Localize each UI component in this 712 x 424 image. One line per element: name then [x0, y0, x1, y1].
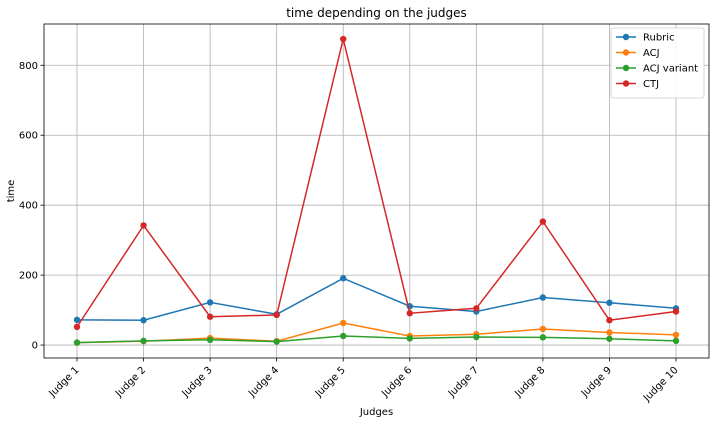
- data-point: [473, 333, 480, 341]
- legend-item: CTJ: [616, 79, 659, 90]
- y-tick-label: 0: [32, 341, 38, 352]
- data-point: [606, 329, 613, 336]
- data-point: [539, 334, 547, 341]
- x-axis-label: Judges: [359, 407, 393, 418]
- x-tick-label: Judge 4: [246, 365, 281, 400]
- x-tick-label: Judge 8: [512, 365, 547, 400]
- data-point: [73, 316, 81, 324]
- x-tick-label: Judge 6: [379, 365, 414, 400]
- data-point: [672, 308, 680, 315]
- data-point: [606, 299, 613, 306]
- data-point: [206, 299, 214, 306]
- legend-marker: [622, 49, 630, 56]
- legend-label: ACJ variant: [643, 64, 698, 75]
- x-tick-label: Judge 9: [579, 365, 614, 400]
- data-point: [473, 305, 480, 312]
- y-tick-label: 800: [19, 61, 38, 72]
- x-tick-label: Judge 1: [47, 365, 82, 400]
- y-tick-label: 200: [19, 271, 38, 282]
- x-tick-label: Judge 7: [446, 365, 481, 400]
- data-point: [206, 336, 214, 344]
- series-line: [76, 335, 677, 344]
- data-point: [140, 337, 147, 345]
- data-point: [73, 323, 81, 331]
- y-tick-label: 600: [19, 131, 38, 142]
- series-ctj: [73, 35, 680, 331]
- data-point: [206, 313, 214, 320]
- data-point: [340, 332, 347, 340]
- x-tick-label: Judge 5: [313, 365, 348, 400]
- data-point: [73, 339, 81, 346]
- legend-marker: [622, 64, 630, 72]
- data-point: [273, 338, 280, 345]
- series-line: [76, 277, 677, 321]
- data-point: [406, 310, 413, 317]
- series-acj-variant: [73, 332, 680, 346]
- series-lines: [73, 35, 680, 346]
- data-point: [340, 275, 347, 282]
- legend-label: ACJ: [643, 48, 660, 59]
- legend-label: CTJ: [643, 79, 659, 90]
- legend-item: ACJ variant: [616, 64, 698, 75]
- legend: Rubric ACJ ACJ variant CTJ: [610, 27, 705, 99]
- data-point: [273, 311, 280, 319]
- legend-marker: [622, 80, 630, 87]
- data-point: [340, 35, 347, 43]
- series-line: [76, 38, 677, 328]
- data-point: [606, 317, 613, 324]
- plot-frame: [43, 23, 710, 359]
- legend-marker: [622, 33, 630, 41]
- series-acj: [73, 319, 680, 346]
- data-point: [672, 331, 680, 339]
- data-point: [539, 218, 547, 225]
- legend-item: Rubric: [616, 33, 675, 44]
- data-point: [539, 325, 547, 333]
- x-tick-label: Judge 3: [180, 365, 215, 400]
- grid: [44, 24, 709, 358]
- series-rubric: [73, 275, 680, 324]
- data-point: [140, 222, 147, 229]
- data-point: [340, 319, 347, 327]
- legend-box: [610, 27, 705, 99]
- legend-item: ACJ: [616, 48, 660, 59]
- chart-title: time depending on the judges: [286, 6, 467, 20]
- data-point: [406, 335, 413, 342]
- x-tick-label: Judge 10: [641, 365, 681, 405]
- y-axis-label: time: [6, 180, 17, 203]
- data-point: [140, 317, 147, 324]
- series-line: [76, 322, 677, 344]
- data-point: [606, 335, 613, 342]
- y-tick-label: 400: [19, 201, 38, 212]
- axis-ticks: Judge 1 Judge 2 Judge 3 Judge 4 Judge 5 Judge…: [19, 61, 681, 405]
- legend-label: Rubric: [643, 33, 675, 44]
- data-point: [539, 294, 547, 301]
- data-point: [672, 337, 680, 345]
- x-tick-label: Judge 2: [113, 365, 148, 400]
